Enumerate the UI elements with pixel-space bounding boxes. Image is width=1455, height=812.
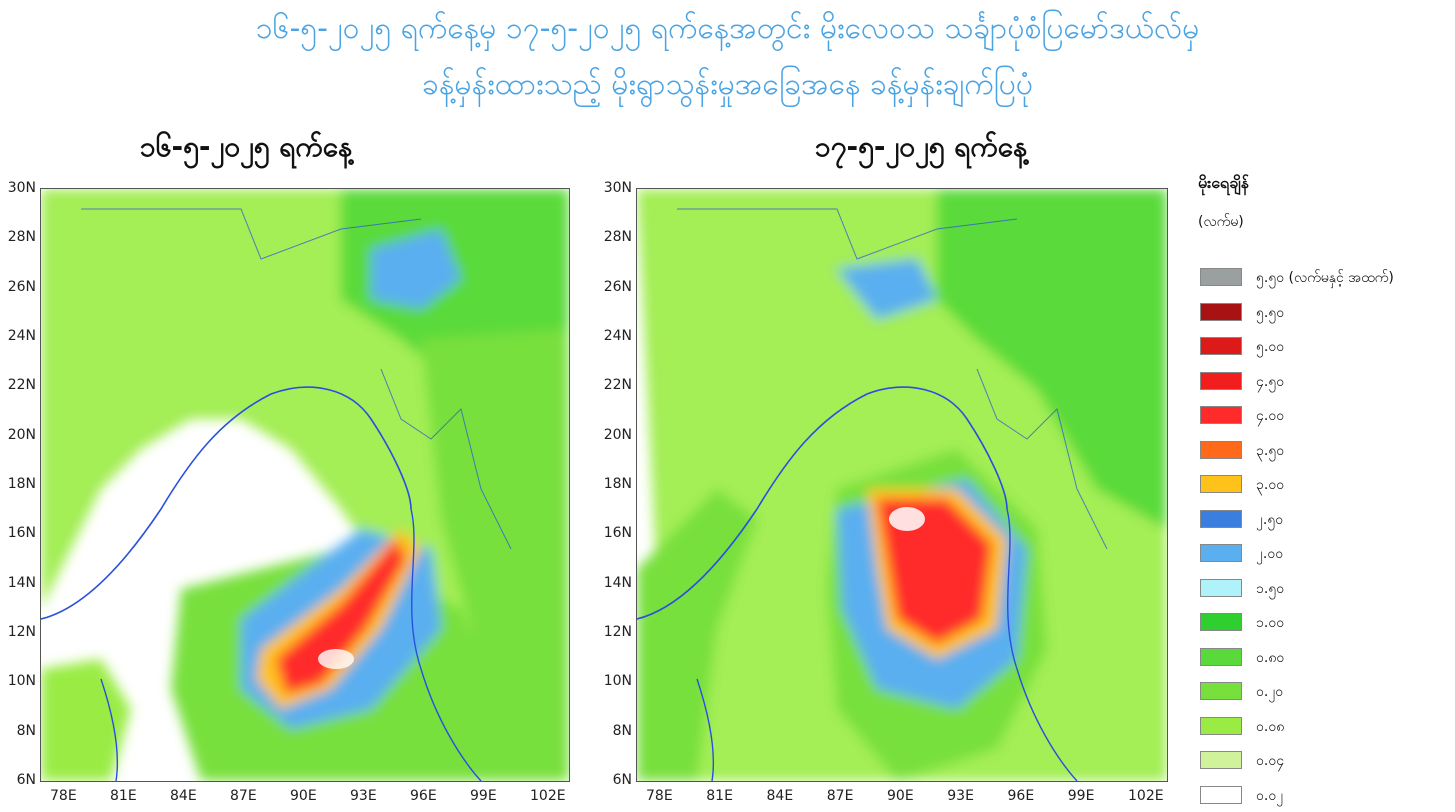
day1-lat-label: 12N xyxy=(7,624,36,640)
day2-lon-label: 90E xyxy=(887,788,914,804)
legend-swatch xyxy=(1200,371,1242,390)
day2-lat-label: 16N xyxy=(603,525,632,542)
day2-lat-label: 8N xyxy=(612,722,632,739)
map-title-day1: ၁၆-၅-၂၀၂၅ ရက်နေ့ xyxy=(140,130,353,163)
rain-field-day2 xyxy=(637,189,1167,781)
day1-lat-label: 8N xyxy=(16,722,36,739)
legend-label: ၅.၅၀ xyxy=(1256,304,1285,321)
legend-swatch xyxy=(1200,785,1242,804)
legend-swatch xyxy=(1200,268,1242,286)
legend-swatch xyxy=(1200,337,1242,355)
day1-lon-label: 93E xyxy=(350,788,377,804)
legend-swatch xyxy=(1200,682,1242,700)
day1-lat-label: 6N xyxy=(16,772,36,788)
day2-lat-label: 12N xyxy=(603,624,632,640)
day2-lat-label: 18N xyxy=(603,476,632,492)
day2-lon-label: 93E xyxy=(947,788,974,804)
day1-lat-label: 24N xyxy=(7,328,36,344)
legend-label: ၀.၂၀ xyxy=(1256,684,1284,700)
day2-lat-label: 26N xyxy=(603,278,632,295)
legend-swatch xyxy=(1200,509,1242,528)
map-canvas-day2 xyxy=(637,189,1167,781)
legend-label: ၀.၈၀ xyxy=(1256,649,1285,666)
legend-swatch xyxy=(1200,613,1242,631)
legend-label: ၀.၀၄ xyxy=(1256,753,1285,769)
legend-swatch xyxy=(1200,544,1242,562)
day2-lat-label: 6N xyxy=(612,772,632,788)
day2-lat-label: 28N xyxy=(603,229,632,246)
map-title-day2: ၁၇-၅-၂၀၂၅ ရက်နေ့ xyxy=(815,130,1028,163)
legend-unit: (လက်မ) xyxy=(1198,214,1244,230)
legend-label: ၁.၀၀ xyxy=(1256,615,1285,631)
day2-lat-label: 10N xyxy=(603,673,632,690)
day2-lon-label: 84E xyxy=(766,788,794,804)
legend-label: ၀.၀၂ xyxy=(1256,787,1284,804)
legend-swatch xyxy=(1200,647,1242,666)
day2-lon-label: 102E xyxy=(1128,788,1164,804)
legend-label: ၄.၅၀ xyxy=(1256,373,1285,390)
legend-title: မိုးရေချိန် xyxy=(1198,173,1249,192)
legend-swatch xyxy=(1200,406,1242,424)
legend-swatch xyxy=(1200,578,1242,597)
legend-label: ၃.၀၀ xyxy=(1256,477,1285,493)
day1-lon-label: 96E xyxy=(410,788,437,804)
legend-label: ၅.၅၀ (လက်မနှင့် အထက်) xyxy=(1256,270,1394,286)
day1-lat-label: 16N xyxy=(7,525,36,542)
map-canvas-day1 xyxy=(41,189,569,781)
day2-lat-label: 14N xyxy=(603,574,632,591)
legend-label: ၄.၀၀ xyxy=(1256,408,1285,424)
legend-swatch xyxy=(1200,302,1242,321)
day1-lon-label: 99E xyxy=(470,788,497,804)
day1-lon-label: 90E xyxy=(290,788,317,804)
day1-lon-label: 78E xyxy=(50,788,77,804)
title-line-1: ၁၆-၅-၂၀၂၅ ရက်နေ့မှ ၁၇-၅-၂၀၂၅ ရက်နေ့အတွင်… xyxy=(255,11,1200,46)
day2-lat-label: 20N xyxy=(603,426,632,443)
legend-label: ၁.၅၀ xyxy=(1256,580,1285,597)
day1-lon-label: 87E xyxy=(230,788,257,804)
rainfall-map-day2 xyxy=(636,188,1168,782)
legend-label: ၀.၀၈ xyxy=(1256,718,1285,735)
day2-lon-label: 99E xyxy=(1067,788,1095,804)
day1-lat-label: 28N xyxy=(7,229,36,246)
day2-lon-label: 96E xyxy=(1007,788,1035,804)
day2-lon-label: 78E xyxy=(646,788,673,804)
rain-field-day1 xyxy=(41,189,569,781)
legend-swatch xyxy=(1200,440,1242,459)
legend-label: ၅.၀၀ xyxy=(1256,339,1285,355)
day1-lat-label: 10N xyxy=(7,673,36,690)
day2-lon-label: 87E xyxy=(826,788,854,804)
day2-lat-label: 22N xyxy=(603,377,632,394)
legend-swatch xyxy=(1200,716,1242,735)
day2-lon-label: 81E xyxy=(706,788,733,804)
day1-lon-label: 81E xyxy=(110,788,137,804)
day1-lat-label: 14N xyxy=(7,574,36,591)
day1-lon-label: 84E xyxy=(170,788,197,804)
day1-lat-label: 20N xyxy=(7,426,36,443)
day1-lat-label: 26N xyxy=(7,278,36,295)
legend-label: ၃.၅၀ xyxy=(1256,442,1285,459)
day2-lat-label: 30N xyxy=(603,180,632,196)
day1-lat-label: 30N xyxy=(7,180,36,196)
legend-label: ၂.၅၀ xyxy=(1256,511,1284,528)
legend-label: ၂.၀၀ xyxy=(1256,546,1284,562)
legend-swatch xyxy=(1200,475,1242,493)
rainfall-map-day1 xyxy=(40,188,570,782)
title-line-2: ခန့်မှန်းထားသည့် မိုးရွာသွန်းမှုအခြေအနေ … xyxy=(422,67,1033,102)
day1-lat-label: 18N xyxy=(7,476,36,492)
day2-lat-label: 24N xyxy=(603,328,632,344)
day1-lon-label: 102E xyxy=(530,788,566,804)
legend-swatch xyxy=(1200,751,1242,769)
day1-lat-label: 22N xyxy=(7,377,36,394)
